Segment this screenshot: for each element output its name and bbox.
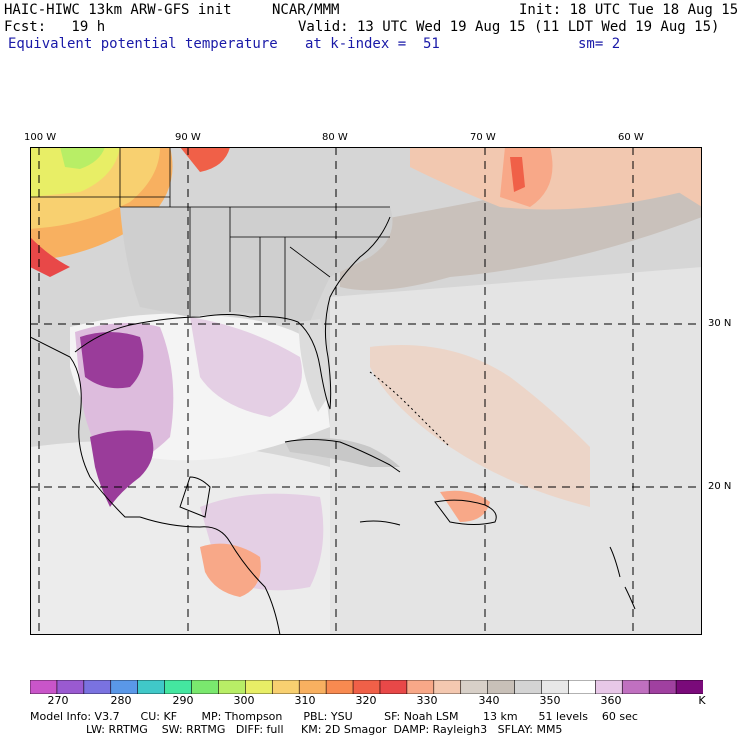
colorbar-label-290: 290 [172,694,194,707]
texas-hot [30,147,120,197]
colorbar-swatch [541,680,570,694]
lon-label-80w: 80 W [322,132,348,143]
cuba-coast [284,439,401,473]
colorbar-swatch [621,680,650,694]
central-america-coast [139,516,281,635]
hispaniola-coast [434,499,497,525]
jamaica-coast [359,520,401,526]
colorbar-swatch [110,680,139,694]
k-index: at k-index = 51 [305,36,440,52]
colorbar-swatch [137,680,166,694]
colorbar-label-270: 270 [47,694,69,707]
colorbar-swatch [648,680,677,694]
north-atlantic-hot [510,157,525,192]
forecast-hour: Fcst: 19 h [4,19,106,35]
field-name: Equivalent potential temperature [8,36,278,52]
bahamas-warm [370,345,590,507]
gulf-purple-south [90,430,154,507]
colorbar-swatch [406,680,435,694]
colorbar-unit: K [698,694,706,707]
bahamas-islands [369,371,451,448]
lat-label-20n: 20 N [708,481,732,492]
colorbar-swatch [271,680,300,694]
coastlines [30,147,636,635]
init-time: Init: 18 UTC Tue 18 Aug 15 [519,2,739,18]
colorbar [30,680,703,694]
ohio-red [180,147,230,172]
lon-label-90w: 90 W [175,132,201,143]
gulf-purple-north [80,332,144,389]
colorbar-swatch [30,680,58,694]
colorbar-swatch [595,680,624,694]
central-america-warm [200,543,261,597]
colorbar-label-360: 360 [600,694,622,707]
gulf-coast [74,216,391,410]
lesser-antilles [609,546,636,610]
colorbar-swatch [325,680,354,694]
colorbar-swatch [514,680,543,694]
colorbar-swatch [164,680,193,694]
hispaniola-warm [440,490,490,522]
colorbar-swatch [675,680,703,694]
florida-land [298,319,329,412]
colorbar-label-300: 300 [233,694,255,707]
northern-borders [30,147,171,207]
colorbar-swatch [568,680,597,694]
smoothing: sm= 2 [578,36,621,52]
lon-label-100w: 100 W [24,132,57,143]
state-borders [120,206,390,322]
colorbar-swatch [352,680,381,694]
colorbar-label-320: 320 [355,694,377,707]
north-atlantic-warm [410,147,702,210]
colorbar-swatch [298,680,327,694]
colorbar-label-340: 340 [478,694,500,707]
texas-edge-red [30,237,70,277]
colorbar-label-280: 280 [110,694,132,707]
latlon-grid [30,147,702,635]
colorbar-label-330: 330 [416,694,438,707]
colorbar-swatch [379,680,408,694]
colorbar-swatch [433,680,462,694]
texas-hottest [60,147,105,169]
theta-e-map [30,147,702,635]
colorbar-swatch [245,680,274,694]
colorbar-swatch [83,680,112,694]
colorbar-label-350: 350 [539,694,561,707]
colorbar-swatch [460,680,489,694]
colorbar-swatch [191,680,220,694]
mexico-east-coast [30,336,140,518]
ne-warm [630,147,702,207]
colorbar-label-310: 310 [294,694,316,707]
model-title: HAIC-HIWC 13km ARW-GFS init [4,2,232,18]
gulf-light-pink [190,317,302,417]
valid-time: Valid: 13 UTC Wed 19 Aug 15 (11 LDT Wed … [298,19,720,35]
lat-label-30n: 30 N [708,318,732,329]
model-info-line1: Model Info: V3.7 CU: KF MP: Thompson PBL… [30,710,638,723]
org-label: NCAR/MMM [272,2,340,18]
model-info-line2: LW: RRTMG SW: RRTMG DIFF: full KM: 2D Sm… [30,723,563,736]
cuba-land [285,438,400,467]
lon-label-60w: 60 W [618,132,644,143]
yucatan-coast [179,476,211,518]
colorbar-swatch [487,680,516,694]
map-frame [30,147,702,635]
colorbar-swatch [218,680,247,694]
colorbar-swatch [56,680,85,694]
lon-label-70w: 70 W [470,132,496,143]
